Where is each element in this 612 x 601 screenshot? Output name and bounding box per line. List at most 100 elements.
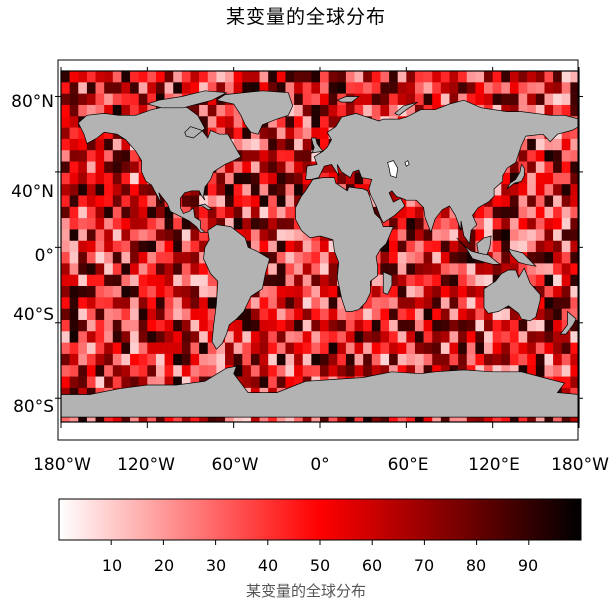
grid-cell <box>285 218 295 230</box>
grid-cell <box>69 71 79 83</box>
grid-cell <box>320 353 329 366</box>
grid-cell <box>432 71 442 83</box>
grid-cell <box>95 421 105 422</box>
grid-cell <box>570 82 579 94</box>
grid-cell <box>432 286 442 298</box>
grid-cell <box>86 387 96 400</box>
grid-cell <box>225 71 234 83</box>
grid-cell <box>69 195 79 208</box>
grid-cell <box>69 421 79 422</box>
grid-cell <box>440 319 450 332</box>
grid-cell <box>138 308 148 321</box>
grid-cell <box>363 297 373 309</box>
grid-cell <box>78 150 88 162</box>
grid-cell <box>371 71 381 83</box>
grid-cell <box>328 308 338 321</box>
grid-cell <box>216 365 226 377</box>
grid-cell <box>86 263 96 275</box>
grid-cell <box>78 319 88 332</box>
grid-cell <box>484 82 493 94</box>
grid-cell <box>570 104 579 117</box>
grid-cell <box>501 342 511 355</box>
grid-cell <box>553 319 563 332</box>
grid-cell <box>311 286 321 298</box>
grid-cell <box>61 195 70 208</box>
grid-cell <box>466 274 476 287</box>
grid-cell <box>432 229 442 242</box>
grid-cell <box>466 331 476 343</box>
grid-cell <box>570 331 579 343</box>
grid-cell <box>95 297 105 309</box>
grid-cell <box>268 150 278 162</box>
grid-cell <box>276 365 286 377</box>
grid-cell <box>130 263 139 275</box>
grid-cell <box>458 263 468 275</box>
grid-cell <box>302 82 312 94</box>
grid-cell <box>406 195 416 208</box>
grid-cell <box>121 229 131 242</box>
grid-cell <box>233 127 243 140</box>
grid-cell <box>207 82 217 94</box>
grid-cell <box>371 274 381 287</box>
grid-cell <box>190 263 200 275</box>
grid-cell <box>69 138 79 151</box>
grid-cell <box>484 263 493 275</box>
grid-cell <box>311 274 321 287</box>
lat-label-0: 0° <box>34 246 54 266</box>
grid-cell <box>432 252 442 264</box>
grid-cell <box>302 342 312 355</box>
grid-cell <box>164 421 174 422</box>
grid-cell <box>233 161 243 174</box>
grid-cell <box>570 365 579 377</box>
grid-cell <box>553 252 563 264</box>
grid-cell <box>86 218 96 230</box>
grid-cell <box>414 252 424 264</box>
grid-cell <box>320 161 329 174</box>
grid-cell <box>458 308 468 321</box>
land-australia <box>483 267 541 322</box>
grid-cell <box>86 252 96 264</box>
grid-cell <box>492 71 502 83</box>
grid-cell <box>225 82 234 94</box>
grid-cell <box>345 308 355 321</box>
grid-cell <box>233 365 243 377</box>
grid-cell <box>380 263 390 275</box>
grid-cell <box>449 297 459 309</box>
grid-cell <box>78 387 88 400</box>
grid-cell <box>285 184 295 196</box>
grid-cell <box>104 297 114 309</box>
grid-cell <box>112 353 122 366</box>
grid-cell <box>242 184 252 196</box>
grid-cell <box>337 104 347 117</box>
grid-cell <box>69 331 79 343</box>
grid-cell <box>86 240 96 253</box>
lat-label-40n: 40°N <box>11 182 54 202</box>
grid-cell <box>250 138 260 151</box>
grid-cell <box>458 93 468 106</box>
grid-cell <box>389 218 398 230</box>
grid-cell <box>561 297 571 309</box>
grid-cell <box>130 172 139 185</box>
grid-cell <box>147 82 157 94</box>
grid-cell <box>320 82 329 94</box>
grid-cell <box>449 286 459 298</box>
grid-cell <box>371 308 381 321</box>
grid-cell <box>354 172 364 185</box>
grid-cell <box>181 353 191 366</box>
grid-cell <box>561 104 571 117</box>
grid-cell <box>69 297 79 309</box>
grid-cell <box>69 263 79 275</box>
axis-ticks <box>55 67 583 428</box>
grid-cell <box>294 376 304 389</box>
grid-cell <box>190 229 200 242</box>
grid-cell <box>69 104 79 117</box>
grid-cell <box>570 71 579 83</box>
grid-cell <box>104 376 114 389</box>
grid-cell <box>501 195 511 208</box>
colorbar-tick-90: 90 <box>517 556 539 575</box>
grid-cell <box>440 240 450 253</box>
grid-cell <box>440 206 450 219</box>
grid-cell <box>363 71 373 83</box>
grid-cell <box>121 161 131 174</box>
grid-cell <box>86 376 96 389</box>
